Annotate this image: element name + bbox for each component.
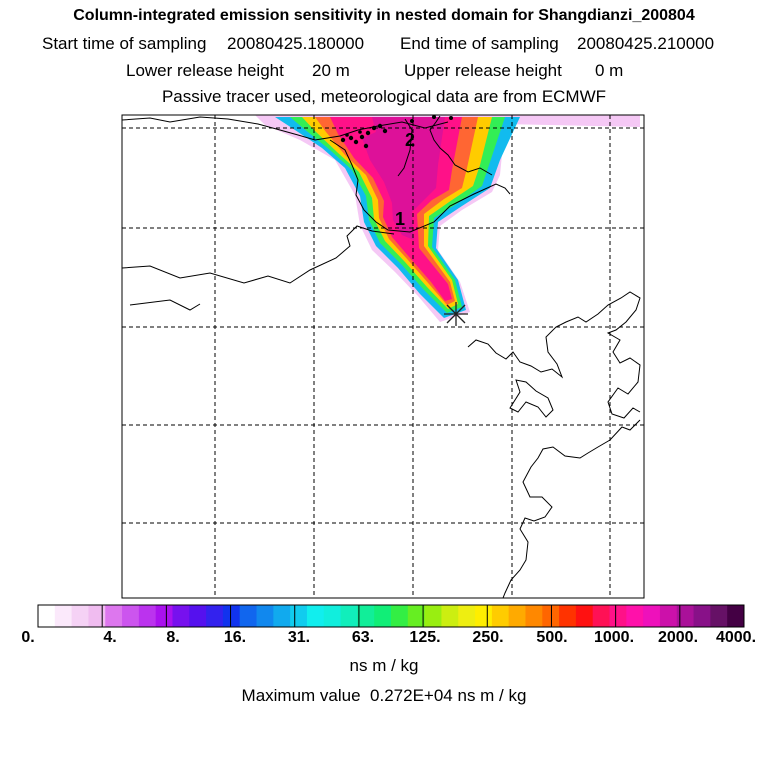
maximum-value-units: ns m / kg <box>457 686 527 705</box>
mongolia-border <box>329 139 511 233</box>
color-scale-bar <box>37 604 745 628</box>
time-marker-2: 2 <box>405 130 415 150</box>
colorbar-tick-label: 4000. <box>715 629 757 646</box>
color-scale-cell <box>256 605 274 627</box>
border-east <box>429 115 493 176</box>
color-scale-cell <box>710 605 728 627</box>
color-scale-cell <box>290 605 308 627</box>
color-scale-cell <box>172 605 190 627</box>
color-scale-cell <box>559 605 577 627</box>
color-scale-cell <box>659 605 678 627</box>
colorbar-tick-label: 1000. <box>593 629 635 646</box>
colorbar-tick-label: 125. <box>409 629 441 646</box>
time-marker-1: 1 <box>395 209 405 229</box>
color-scale-cell <box>155 605 173 627</box>
color-scale-cells <box>38 605 745 627</box>
color-scale-cell <box>643 605 661 627</box>
start-time-value: 20080425.180000 <box>227 34 365 53</box>
maximum-value-number: 0.272E+04 <box>370 686 453 705</box>
color-scale-cell <box>122 605 140 627</box>
color-scale-cell <box>38 605 56 627</box>
colorbar-units: ns m / kg <box>349 656 419 675</box>
colorbar-tick-label: 2000. <box>657 629 699 646</box>
upper-height-value: 0 m <box>595 61 624 80</box>
color-scale-cell <box>54 605 73 627</box>
sensitivity-map: 1 2 <box>121 114 645 599</box>
color-scale-cell <box>340 605 358 627</box>
country-borders-and-coastline <box>122 115 641 598</box>
color-scale-cell <box>206 605 224 627</box>
emission-sensitivity-plume <box>255 115 640 322</box>
subtitle: Passive tracer used, meteorological data… <box>161 87 607 106</box>
color-scale-cell <box>542 605 560 627</box>
color-scale-cell <box>458 605 476 627</box>
color-scale-cell <box>525 605 543 627</box>
color-scale-cell <box>592 605 611 627</box>
color-scale-cell <box>189 605 207 627</box>
color-scale-cell <box>273 605 291 627</box>
color-scale-cell <box>357 605 375 627</box>
northern-border <box>122 116 449 141</box>
start-time-label: Start time of sampling <box>42 34 207 53</box>
color-scale-cell <box>575 605 594 627</box>
colorbar-tick-label: 16. <box>223 629 247 646</box>
color-scale-dividers <box>101 605 681 627</box>
colorbar-tick-label: 250. <box>472 629 504 646</box>
end-time-value: 20080425.210000 <box>577 34 715 53</box>
color-scale-cell <box>693 605 711 627</box>
color-scale-cell <box>441 605 459 627</box>
color-scale-cell <box>222 605 241 627</box>
color-scale-cell <box>676 605 695 627</box>
color-scale-cell <box>609 605 627 627</box>
colorbar-tick-label: 0. <box>21 629 35 646</box>
color-scale-cell <box>138 605 157 627</box>
colorbar-tick-label: 63. <box>351 629 375 646</box>
coastline-inlet <box>509 379 554 418</box>
lower-height-value: 20 m <box>312 61 350 80</box>
color-scale-cell <box>323 605 342 627</box>
color-scale-cell <box>424 605 442 627</box>
colorbar-tick-label: 8. <box>166 629 180 646</box>
border-northeast <box>397 118 413 177</box>
maximum-value-label: Maximum value <box>241 686 361 705</box>
color-scale-cell <box>239 605 258 627</box>
release-site-asterisk-icon <box>444 302 468 326</box>
color-scale-cell <box>491 605 510 627</box>
river-or-province-line <box>129 299 201 311</box>
station-dots <box>340 115 453 149</box>
inner-border <box>122 225 395 284</box>
color-scale-cell <box>508 605 526 627</box>
end-time-label: End time of sampling <box>400 34 559 53</box>
color-scale-cell <box>475 605 493 627</box>
color-scale-cell <box>727 605 745 627</box>
color-scale-cell <box>88 605 106 627</box>
map-frame <box>121 114 645 599</box>
lower-height-label: Lower release height <box>126 61 284 80</box>
color-scale-cell <box>374 605 392 627</box>
color-scale-cell <box>71 605 89 627</box>
color-scale-cell <box>407 605 426 627</box>
figure-title: Column-integrated emission sensitivity i… <box>73 7 695 24</box>
colorbar-tick-label: 4. <box>103 629 117 646</box>
color-scale-cell <box>105 605 123 627</box>
colorbar-tick-label: 31. <box>287 629 311 646</box>
coastline-shandong <box>502 419 641 598</box>
colorbar-tick-label: 500. <box>536 629 568 646</box>
coastline-bohai <box>467 291 641 419</box>
plume-core <box>360 117 445 240</box>
color-scale-outline <box>37 604 745 628</box>
color-scale-cell <box>391 605 409 627</box>
color-scale-cell <box>626 605 644 627</box>
upper-height-label: Upper release height <box>404 61 562 80</box>
maximum-value-line: Maximum value 0.272E+04 ns m / kg <box>0 686 768 706</box>
color-scale-cell <box>306 605 325 627</box>
